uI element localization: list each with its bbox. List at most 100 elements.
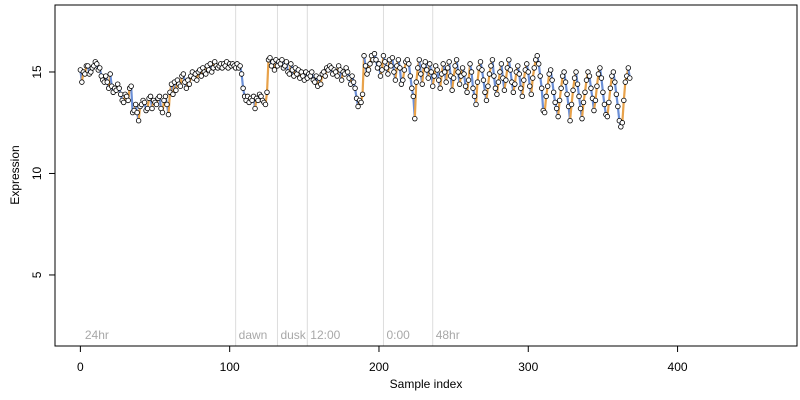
expression-data-points	[77, 51, 633, 130]
data-point-285	[503, 77, 509, 83]
data-point-303	[530, 75, 536, 81]
data-point-206	[385, 71, 391, 77]
data-point-29	[120, 99, 127, 106]
line-segment-263	[470, 70, 475, 90]
data-point-252	[453, 57, 460, 63]
data-point-287	[506, 57, 512, 63]
data-point-351	[601, 101, 608, 108]
line-segment-310	[540, 87, 545, 112]
data-point-47	[147, 93, 154, 100]
data-point-367	[625, 65, 631, 71]
data-point-357	[610, 69, 617, 75]
data-point-239	[434, 67, 440, 73]
data-point-157	[312, 79, 318, 85]
data-point-330	[570, 87, 576, 93]
data-point-336	[579, 115, 585, 122]
phase-label-4: 48hr	[436, 328, 460, 342]
phase-label-3: 0:00	[386, 328, 410, 342]
data-point-135	[279, 57, 285, 63]
data-point-254	[456, 81, 463, 87]
data-point-117	[252, 105, 258, 112]
data-point-316	[549, 77, 555, 83]
data-point-236	[430, 83, 436, 89]
data-point-306	[534, 53, 540, 59]
data-point-197	[371, 51, 378, 57]
data-point-278	[492, 85, 499, 91]
data-point-127	[267, 55, 273, 61]
data-point-331	[571, 75, 578, 81]
data-point-43	[141, 99, 148, 106]
data-point-312	[543, 93, 549, 100]
data-point-84	[203, 71, 209, 77]
data-point-240	[435, 77, 442, 83]
data-point-87	[207, 61, 213, 67]
data-point-274	[486, 71, 493, 77]
data-point-172	[334, 73, 340, 79]
x-tick-label-3: 300	[518, 360, 538, 374]
data-point-273	[485, 83, 491, 89]
data-point-198	[373, 57, 379, 63]
data-point-231	[422, 59, 428, 65]
data-point-211	[392, 77, 399, 83]
data-point-257	[461, 71, 467, 77]
data-point-64	[173, 87, 179, 93]
data-point-51	[153, 101, 160, 108]
data-point-38	[134, 109, 140, 116]
data-point-124	[262, 101, 269, 108]
data-point-279	[494, 91, 500, 98]
data-point-220	[406, 61, 412, 67]
data-point-140	[286, 71, 293, 77]
data-point-160	[316, 75, 322, 81]
data-point-282	[498, 61, 505, 67]
data-point-48	[149, 105, 155, 112]
data-point-209	[389, 55, 396, 61]
data-point-326	[564, 91, 570, 98]
data-point-337	[580, 99, 587, 106]
data-point-317	[550, 89, 557, 95]
data-point-344	[591, 107, 597, 114]
data-point-256	[459, 65, 466, 71]
data-point-348	[597, 65, 603, 71]
data-point-228	[418, 71, 424, 77]
x-tick-label-1: 100	[220, 360, 240, 374]
data-point-188	[358, 99, 364, 106]
data-point-11	[94, 61, 100, 67]
data-point-275	[488, 63, 494, 69]
data-point-251	[452, 63, 458, 69]
data-point-17	[103, 73, 109, 79]
data-point-324	[561, 69, 567, 75]
data-point-299	[524, 61, 530, 67]
data-point-216	[400, 77, 406, 83]
data-point-217	[401, 67, 408, 73]
phase-label-0: dawn	[239, 328, 268, 342]
line-segment-126	[265, 58, 270, 94]
data-point-183	[350, 79, 357, 85]
data-point-342	[588, 85, 594, 91]
data-point-205	[383, 65, 390, 71]
data-point-59	[165, 111, 172, 118]
data-point-213	[395, 57, 402, 63]
data-point-271	[482, 89, 488, 95]
data-point-155	[309, 69, 315, 75]
data-point-62	[170, 91, 176, 98]
line-segment-337	[580, 101, 585, 120]
data-point-249	[449, 87, 455, 93]
data-point-67	[177, 83, 184, 89]
data-point-234	[427, 61, 433, 67]
data-point-277	[491, 73, 497, 79]
data-point-325	[562, 79, 569, 85]
data-point-81	[198, 73, 205, 79]
data-point-78	[194, 77, 200, 83]
data-point-107	[237, 63, 243, 69]
data-point-264	[471, 93, 478, 100]
data-point-233	[425, 75, 431, 81]
data-point-175	[338, 77, 345, 83]
data-point-368	[627, 75, 633, 81]
data-point-284	[501, 87, 508, 93]
data-point-1	[79, 79, 85, 85]
y-tick-label-2: 15	[30, 65, 44, 79]
y-tick-label-1: 10	[30, 166, 44, 180]
data-point-53	[156, 93, 163, 100]
data-point-130	[271, 67, 278, 73]
